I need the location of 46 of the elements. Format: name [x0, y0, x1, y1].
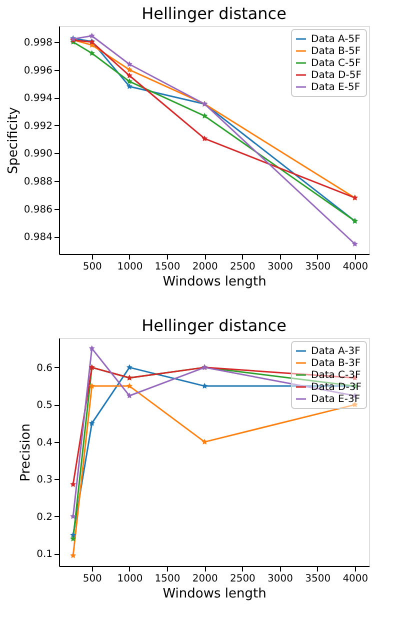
y-axis-title: Precision	[18, 423, 34, 482]
y-tick-label: 0.6	[36, 362, 52, 374]
y-tick-label: 0.3	[36, 474, 52, 486]
x-axis-title: Windows length	[162, 586, 266, 602]
legend-label: Data A-5F	[311, 34, 361, 45]
legend-label: Data B-3F	[311, 358, 361, 369]
x-tick-label: 1500	[154, 574, 180, 584]
legend-label: Data C-5F	[311, 58, 362, 69]
x-tick-label: 2000	[192, 574, 218, 584]
x-axis-title: Windows length	[162, 274, 266, 290]
x-tick-label: 2000	[192, 262, 218, 272]
y-tick-label: 0.994	[24, 93, 52, 104]
y-axis-title: Specificity	[6, 106, 21, 174]
y-tick-label: 0.4	[36, 437, 52, 448]
x-tick-label: 2500	[230, 262, 256, 272]
x-tick-label: 1500	[154, 262, 180, 272]
y-tick-label: 0.990	[24, 148, 52, 160]
chart-title: Hellinger distance	[142, 316, 286, 335]
legend-label: Data A-3F	[311, 346, 361, 357]
y-tick-label: 0.5	[36, 400, 52, 412]
y-tick-label: 0.986	[24, 204, 52, 216]
x-tick-label: 1000	[117, 262, 143, 272]
x-tick-label: 2500	[230, 574, 256, 584]
x-tick-label: 4000	[342, 574, 368, 584]
x-tick-label: 4000	[342, 262, 368, 272]
x-tick-label: 3000	[268, 262, 293, 272]
y-tick-label: 0.996	[24, 65, 52, 76]
x-tick-label: 1000	[117, 574, 143, 584]
legend-label: Data D-3F	[311, 382, 362, 393]
x-tick-label: 3500	[305, 574, 331, 584]
y-tick-label: 0.998	[24, 37, 52, 48]
y-tick-label: 0.2	[36, 512, 52, 523]
legend-label: Data E-5F	[311, 82, 360, 93]
y-tick-label: 0.988	[24, 176, 52, 188]
legend-label: Data D-5F	[311, 70, 362, 81]
legend-label: Data E-3F	[311, 394, 360, 405]
x-tick-label: 3500	[305, 262, 331, 272]
chart-title: Hellinger distance	[142, 4, 286, 23]
y-tick-label: 0.1	[36, 549, 52, 560]
y-tick-label: 0.992	[24, 120, 52, 132]
y-tick-label: 0.984	[24, 232, 52, 244]
x-tick-label: 3000	[268, 574, 293, 584]
legend-label: Data B-5F	[311, 46, 361, 57]
x-tick-label: 500	[82, 262, 102, 272]
legend-label: Data C-3F	[311, 370, 362, 381]
x-tick-label: 500	[82, 574, 102, 584]
